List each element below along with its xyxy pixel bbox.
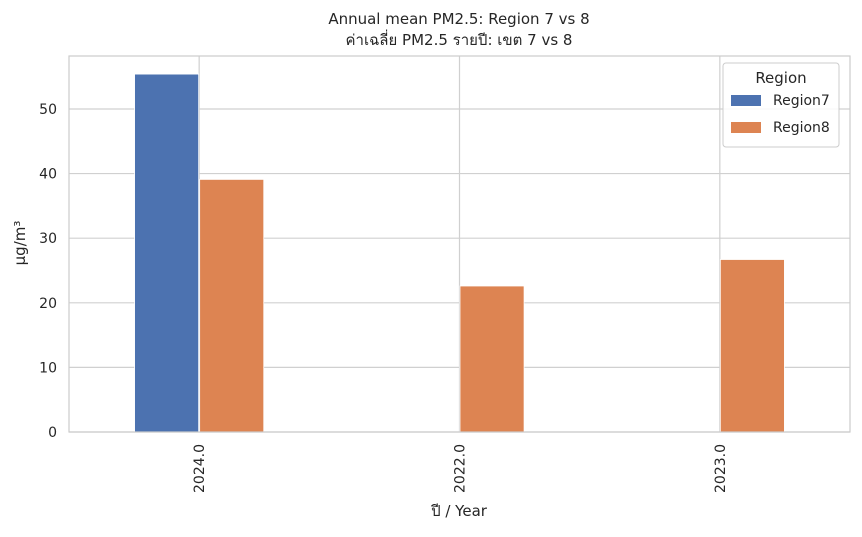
x-tick-label: 2024.0 (192, 444, 208, 493)
x-axis-label: ปี / Year (430, 502, 488, 520)
legend-label-region7: Region7 (773, 93, 830, 109)
bar-region8 (719, 259, 785, 433)
chart-title: Annual mean PM2.5: Region 7 vs 8 (328, 10, 589, 28)
y-tick-label: 30 (39, 231, 57, 247)
x-tick-label: 2023.0 (713, 444, 729, 493)
legend-swatch-region8 (731, 122, 761, 133)
y-tick-label: 40 (39, 167, 57, 183)
x-tick-label: 2022.0 (453, 444, 469, 493)
tick-labels: 0 10 20 30 40 50 2024.0 2022.0 2023.0 (39, 102, 729, 493)
bars (134, 73, 785, 433)
legend: Region Region7 Region8 (722, 62, 840, 148)
legend-label-region8: Region8 (773, 120, 830, 136)
y-tick-label: 50 (39, 102, 57, 118)
bar-region7 (134, 73, 200, 433)
legend-swatch-region7 (731, 95, 761, 106)
y-tick-label: 0 (48, 425, 57, 441)
bar-region8 (459, 285, 525, 433)
legend-entries: Region7 Region8 (731, 93, 830, 136)
legend-title: Region (755, 69, 806, 87)
y-tick-label: 10 (39, 360, 57, 376)
plot-frame (68, 55, 851, 433)
y-tick-label: 20 (39, 296, 57, 312)
chart-subtitle: ค่าเฉลี่ย PM2.5 รายปี: เขต 7 vs 8 (346, 29, 573, 49)
bar-region8 (199, 178, 265, 433)
y-axis-label: μg/m³ (11, 221, 29, 266)
